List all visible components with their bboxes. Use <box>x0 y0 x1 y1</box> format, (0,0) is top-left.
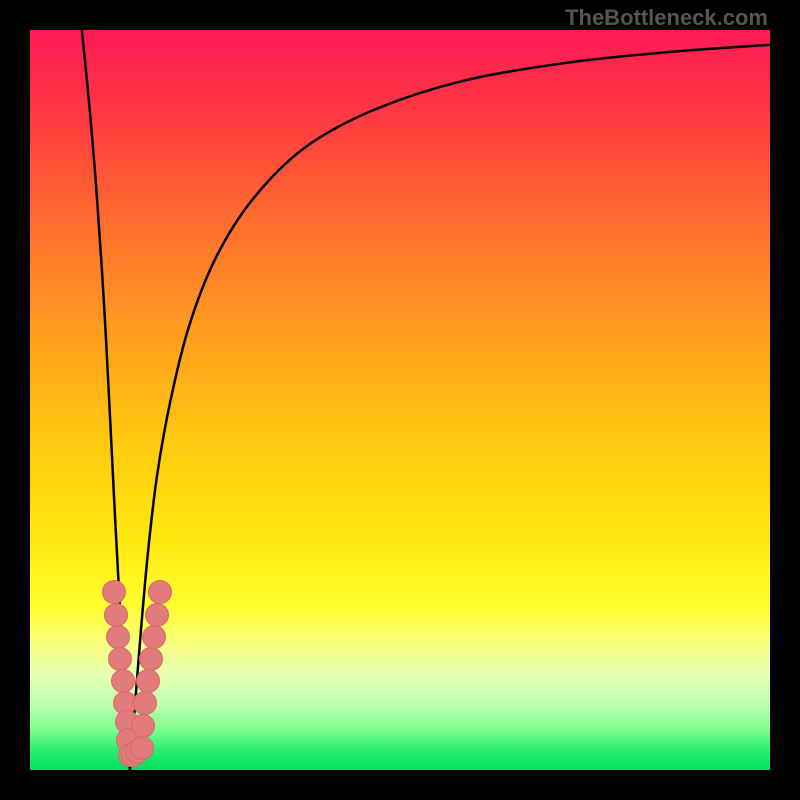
data-marker <box>131 714 155 738</box>
data-marker <box>104 603 128 627</box>
data-marker <box>145 603 169 627</box>
watermark-text: TheBottleneck.com <box>565 5 768 31</box>
data-marker <box>133 691 157 715</box>
data-marker <box>142 625 166 649</box>
data-marker <box>108 647 132 671</box>
data-marker <box>130 736 154 760</box>
chart-plot-area <box>30 30 770 770</box>
data-marker <box>111 669 135 693</box>
data-marker <box>106 625 130 649</box>
data-marker <box>102 580 126 604</box>
data-marker <box>148 580 172 604</box>
curve-right-branch <box>130 45 770 770</box>
data-marker <box>136 669 160 693</box>
data-marker <box>139 647 163 671</box>
